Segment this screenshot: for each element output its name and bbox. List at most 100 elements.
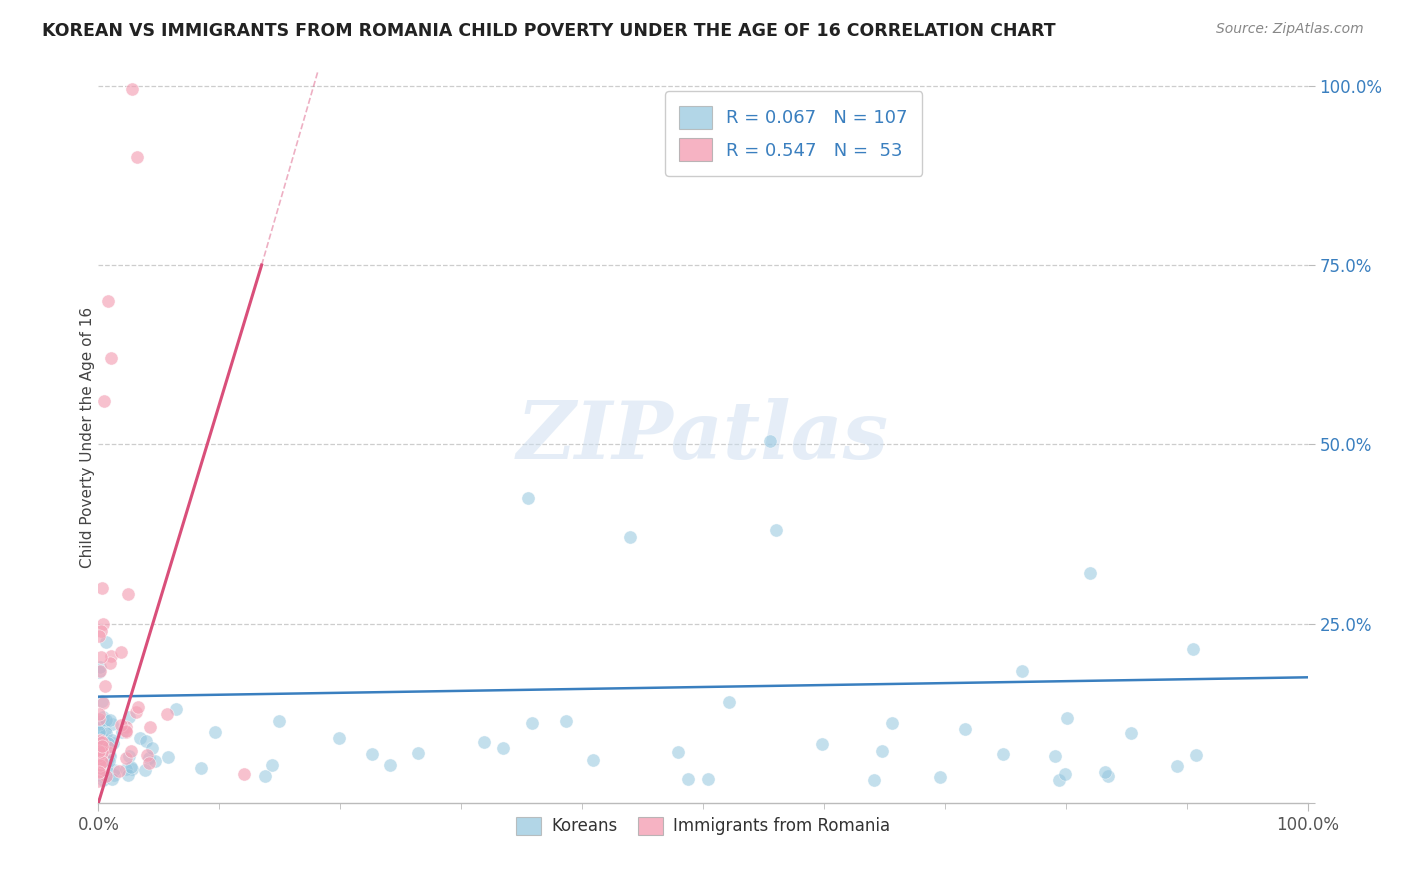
Point — [89, 760, 111, 774]
Point — [87, 745, 110, 759]
Point — [91, 731, 114, 746]
Point — [87, 751, 110, 765]
Point — [94, 679, 117, 693]
Point — [89, 757, 111, 772]
Point — [96, 635, 118, 649]
Point — [765, 524, 787, 538]
Point — [120, 744, 142, 758]
Point — [97, 745, 120, 759]
Point — [87, 774, 110, 789]
Point — [267, 714, 290, 728]
Point — [89, 744, 111, 758]
Point — [90, 649, 112, 664]
Point — [110, 718, 132, 732]
Point — [89, 764, 111, 779]
Point — [254, 769, 277, 783]
Point — [91, 694, 114, 708]
Point — [108, 764, 131, 779]
Point — [134, 763, 156, 777]
Point — [328, 731, 350, 745]
Point — [101, 717, 124, 731]
Point — [89, 761, 111, 775]
Point — [91, 710, 114, 724]
Point — [87, 712, 110, 726]
Point — [94, 762, 117, 776]
Point — [110, 645, 132, 659]
Point — [100, 733, 122, 747]
Text: ZIPatlas: ZIPatlas — [517, 399, 889, 475]
Point — [87, 755, 110, 769]
Point — [157, 750, 180, 764]
Point — [378, 757, 401, 772]
Point — [103, 764, 125, 778]
Point — [114, 724, 136, 739]
Point — [676, 772, 699, 786]
Point — [93, 755, 115, 769]
Point — [406, 746, 429, 760]
Point — [90, 753, 112, 767]
Point — [98, 656, 121, 670]
Point — [121, 762, 143, 776]
Point — [156, 707, 179, 722]
Point — [115, 750, 138, 764]
Text: Source: ZipAtlas.com: Source: ZipAtlas.com — [1216, 22, 1364, 37]
Point — [118, 710, 141, 724]
Point — [87, 762, 110, 776]
Point — [232, 767, 254, 781]
Point — [87, 766, 110, 780]
Point — [114, 762, 136, 776]
Point — [1184, 748, 1206, 763]
Point — [90, 624, 112, 638]
Point — [94, 714, 117, 728]
Point — [93, 738, 115, 752]
Point — [555, 714, 578, 728]
Point — [758, 434, 780, 448]
Point — [492, 741, 515, 756]
Text: KOREAN VS IMMIGRANTS FROM ROMANIA CHILD POVERTY UNDER THE AGE OF 16 CORRELATION : KOREAN VS IMMIGRANTS FROM ROMANIA CHILD … — [42, 22, 1056, 40]
Point — [96, 755, 118, 769]
Y-axis label: Child Poverty Under the Age of 16: Child Poverty Under the Age of 16 — [80, 307, 94, 567]
Point — [89, 733, 111, 747]
Point — [94, 723, 117, 737]
Point — [91, 745, 114, 759]
Point — [87, 629, 110, 643]
Point — [718, 695, 741, 709]
Point — [1181, 641, 1204, 656]
Point — [91, 581, 114, 595]
Point — [87, 747, 110, 762]
Point — [1078, 566, 1101, 581]
Point — [87, 716, 110, 731]
Point — [90, 735, 112, 749]
Point — [94, 769, 117, 783]
Point — [516, 491, 538, 505]
Point — [87, 765, 110, 780]
Point — [87, 767, 110, 781]
Point — [117, 768, 139, 782]
Point — [87, 748, 110, 763]
Point — [117, 587, 139, 601]
Point — [1166, 759, 1188, 773]
Point — [93, 764, 115, 778]
Point — [97, 754, 120, 768]
Point — [666, 745, 689, 759]
Point — [111, 725, 134, 739]
Point — [125, 705, 148, 719]
Point — [141, 740, 163, 755]
Point — [100, 351, 122, 366]
Point — [1054, 767, 1077, 781]
Point — [1094, 765, 1116, 780]
Point — [97, 747, 120, 761]
Point — [89, 665, 111, 679]
Point — [93, 733, 115, 747]
Point — [1043, 748, 1066, 763]
Point — [90, 763, 112, 777]
Point — [135, 733, 157, 747]
Point — [811, 737, 834, 751]
Point — [1097, 769, 1119, 783]
Point — [100, 713, 122, 727]
Point — [1119, 725, 1142, 739]
Point — [139, 720, 162, 734]
Point — [361, 747, 384, 761]
Point — [98, 749, 121, 764]
Point — [90, 747, 112, 761]
